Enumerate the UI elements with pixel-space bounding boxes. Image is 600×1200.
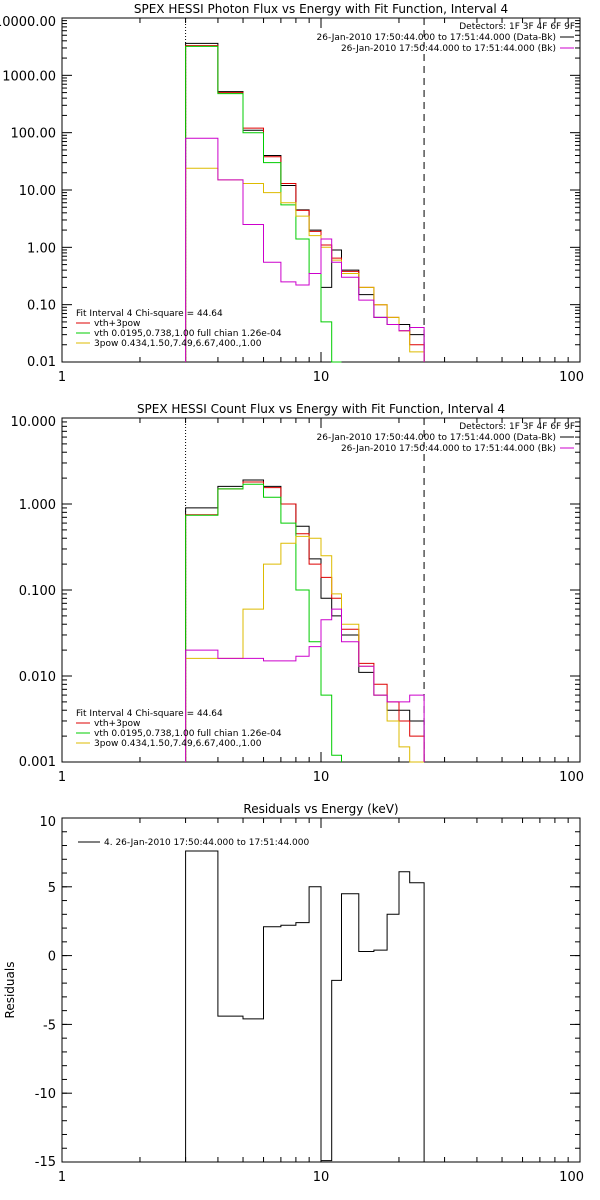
chart-title: SPEX HESSI Photon Flux vs Energy with Fi… [134, 2, 508, 16]
y-axis-title: Residuals [3, 962, 17, 1019]
series-bk-histogram [185, 608, 425, 762]
y-tick-label: -5 [43, 1018, 56, 1033]
legend-entry-label: vth 0.0195,0.738,1.00 full chian 1.26e-0… [94, 329, 282, 339]
legend-entry-label: vth 0.0195,0.738,1.00 full chian 1.26e-0… [94, 729, 282, 739]
y-tick-label: -15 [35, 1155, 56, 1170]
series-4-histogram [185, 850, 425, 1162]
x-tick-label: 1 [58, 370, 66, 385]
x-tick-label: 1 [58, 1170, 66, 1185]
y-tick-label: 0 [48, 950, 56, 965]
y-tick-label: 100.00 [11, 127, 57, 142]
legend-entry-label: 26-Jan-2010 17:50:44.000 to 17:51:44.000… [317, 433, 556, 443]
x-tick-label: 10 [313, 1170, 330, 1185]
legend-entry-label: 26-Jan-2010 17:50:44.000 to 17:51:44.000… [341, 444, 556, 454]
y-tick-label: 10000.00 [0, 15, 56, 30]
y-tick-label: 0.10 [27, 299, 56, 314]
y-tick-label: 10.00 [19, 184, 56, 199]
x-tick-label: 1 [58, 770, 66, 785]
y-tick-label: 0.01 [27, 355, 56, 370]
y-tick-label: 1000.00 [2, 69, 56, 84]
series-3pow-histogram [185, 167, 425, 362]
legend-entry-label: 3pow 0.434,1.50,7.49,6.67,400.,1.00 [94, 739, 262, 749]
series-vth-histogram [185, 45, 342, 363]
legend-entry-label: vth+3pow [94, 719, 140, 729]
y-tick-label: -10 [35, 1087, 56, 1102]
y-tick-label: 0.001 [19, 755, 56, 770]
y-tick-label: 5 [48, 881, 56, 896]
legend-header: Fit Interval 4 Chi-square = 44.64 [76, 709, 223, 719]
x-tick-label: 100 [559, 1170, 584, 1185]
legend-entry-label: vth+3pow [94, 319, 140, 329]
series-bk-histogram [185, 137, 425, 362]
series-vth-histogram [185, 483, 342, 762]
x-tick-label: 100 [559, 370, 584, 385]
chart-title: Residuals vs Energy (keV) [243, 802, 398, 816]
x-tick-label: 10 [313, 770, 330, 785]
legend-header: Fit Interval 4 Chi-square = 44.64 [76, 309, 223, 319]
legend-entry-label: 4. 26-Jan-2010 17:50:44.000 to 17:51:44.… [104, 838, 309, 848]
chart-title: SPEX HESSI Count Flux vs Energy with Fit… [137, 402, 505, 416]
y-tick-label: 0.100 [19, 584, 56, 599]
x-tick-label: 100 [559, 770, 584, 785]
series-3pow-histogram [185, 535, 425, 763]
y-tick-label: 10.000 [11, 415, 57, 430]
y-tick-label: 1.00 [27, 241, 56, 256]
legend-entry-label: 3pow 0.434,1.50,7.49,6.67,400.,1.00 [94, 339, 262, 349]
series-data-bk-histogram [185, 479, 425, 762]
legend-header: Detectors: 1F 3F 4F 6F 9F [459, 22, 575, 32]
x-tick-label: 10 [313, 370, 330, 385]
legend-header: Detectors: 1F 3F 4F 6F 9F [459, 422, 575, 432]
legend-entry-label: 26-Jan-2010 17:50:44.000 to 17:51:44.000… [341, 44, 556, 54]
legend-entry-label: 26-Jan-2010 17:50:44.000 to 17:51:44.000… [317, 33, 556, 43]
y-tick-label: 0.010 [19, 670, 56, 685]
y-tick-label: 1.000 [19, 498, 56, 513]
y-tick-label: 10 [39, 815, 56, 830]
series-vth-3pow-histogram [185, 481, 425, 762]
